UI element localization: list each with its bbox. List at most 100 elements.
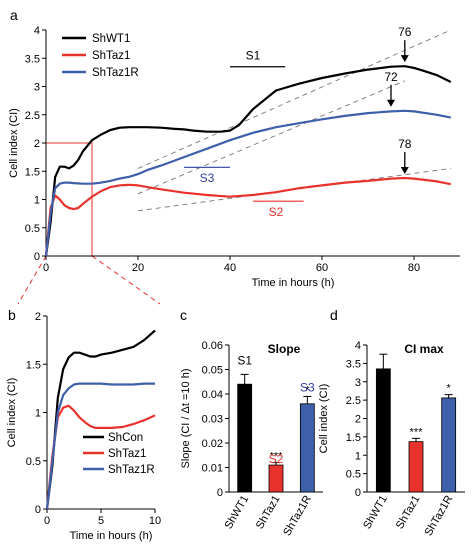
a-annotation-label: 76 — [398, 25, 412, 39]
b-legend-label: ShCon — [108, 432, 143, 444]
panel-label-b: b — [8, 307, 16, 323]
d-significance-mark: *** — [410, 426, 424, 438]
d-bar-shtaz1r — [441, 397, 457, 493]
c-category-label: ShTaz1R — [281, 493, 314, 538]
b-y-axis-label: Cell index (CI) — [6, 378, 18, 448]
d-category-label: ShTaz1R — [423, 493, 456, 538]
panel-d-chart: 0 0.5 1 1.5 2 2.5 3 3.5 4 CI max Cell index (CI) Sh… — [318, 340, 465, 538]
d-y-axis-label: Cell index (CI) — [318, 384, 330, 454]
d-y-tick-label: 2.5 — [346, 395, 361, 407]
zoom-connector-left — [17, 255, 47, 305]
a-y-tick-label: 0 — [34, 251, 40, 263]
a-y-tick-label: 1.5 — [25, 166, 40, 178]
d-y-tick-label: 1 — [355, 450, 361, 462]
a-legend-label: ShTaz1 — [92, 50, 130, 62]
a-legend-label: ShTaz1R — [92, 67, 139, 79]
d-category-label: ShWT1 — [361, 494, 390, 532]
a-segment-label-s3: S3 — [200, 171, 215, 185]
guide-line — [137, 80, 405, 195]
c-significance-mark: *** — [270, 451, 284, 463]
a-x-tick-label: 80 — [408, 262, 420, 274]
c-y-tick-label: 0.06 — [202, 340, 223, 352]
b-legend-label: ShTaz1R — [108, 464, 155, 476]
a-x-tick-label: 0 — [43, 262, 49, 274]
b-y-tick-label: 0.5 — [26, 456, 41, 468]
b-x-tick-label: 5 — [98, 515, 104, 527]
c-y-tick-label: 0.05 — [202, 365, 223, 377]
c-chart-title: Slope — [268, 342, 301, 356]
c-significance-mark: * — [305, 384, 310, 396]
c-bar-label-s1: S1 — [237, 354, 252, 368]
guide-line — [137, 29, 451, 169]
a-x-axis-label: Time in hours (h) — [252, 277, 335, 289]
a-y-tick-label: 1 — [34, 195, 40, 207]
panel-c-chart: 0 0.01 0.02 0.03 0.04 0.05 0.06 Slope Slope (CI … — [180, 340, 323, 538]
b-series-line-shtaz1r — [45, 382, 155, 510]
a-y-tick-label: 0.5 — [25, 223, 40, 235]
a-series-line-shtaz1 — [44, 176, 452, 257]
a-y-tick-label: 4 — [34, 25, 40, 37]
a-y-tick-label: 3 — [34, 82, 40, 94]
a-arrow-head — [400, 55, 409, 63]
d-y-tick-label: 0 — [355, 487, 361, 499]
c-y-tick-label: 0.03 — [202, 414, 223, 426]
c-y-axis-label: Slope (CI / Δt =10 h) — [180, 369, 192, 469]
panel-label-c: c — [180, 307, 187, 323]
a-annotation-label: 78 — [398, 137, 412, 151]
d-y-tick-label: 3.5 — [346, 358, 361, 370]
a-arrow-head — [400, 167, 409, 175]
a-y-tick-label: 3.5 — [25, 53, 40, 65]
d-chart-title: CI max — [404, 342, 444, 356]
c-category-label: ShWT1 — [223, 494, 252, 532]
b-x-axis-label: Time in hours (h) — [70, 530, 153, 542]
a-y-axis-label: Cell index (CI) — [8, 108, 20, 178]
d-significance-mark: * — [447, 383, 452, 395]
c-bar-label-s2: S2 — [269, 452, 284, 466]
a-series-line-shtaz1r — [44, 109, 452, 257]
d-y-tick-label: 0.5 — [346, 469, 361, 481]
b-y-tick-label: 0 — [35, 504, 41, 516]
c-y-tick-label: 0.01 — [202, 463, 223, 475]
d-y-tick-label: 3 — [355, 377, 361, 389]
zoom-connector-right — [91, 255, 161, 305]
b-x-tick-label: 0 — [44, 515, 50, 527]
d-y-tick-label: 1.5 — [346, 432, 361, 444]
a-x-tick-label: 40 — [224, 262, 236, 274]
a-series-line-shwt1 — [44, 65, 452, 257]
b-y-tick-label: 2 — [35, 311, 41, 323]
c-bar-shtaz1 — [268, 464, 284, 493]
b-x-tick-label: 10 — [149, 515, 161, 527]
a-y-tick-label: 2.5 — [25, 110, 40, 122]
c-y-tick-label: 0.02 — [202, 438, 223, 450]
d-category-label: ShTaz1 — [394, 494, 423, 532]
c-y-tick-label: 0 — [217, 487, 223, 499]
a-segment-label-s2: S2 — [269, 205, 284, 219]
b-legend-label: ShTaz1 — [108, 448, 146, 460]
d-y-tick-label: 4 — [355, 340, 361, 352]
panel-label-d: d — [330, 307, 338, 323]
b-y-tick-label: 1 — [35, 408, 41, 420]
c-y-tick-label: 0.04 — [202, 389, 223, 401]
panel-label-a: a — [10, 7, 18, 23]
c-bar-shtaz1r — [299, 403, 315, 493]
panel-b-chart: 0 0.5 1 1.5 2 0 5 10 Cell index (CI) Time in hour… — [6, 311, 161, 542]
d-bar-shtaz1 — [408, 441, 424, 493]
c-bar-shwt1 — [237, 383, 253, 493]
zoom-box — [46, 142, 93, 256]
a-segment-label-s1: S1 — [246, 48, 261, 62]
a-x-tick-label: 60 — [316, 262, 328, 274]
a-annotation-label: 72 — [384, 70, 398, 84]
b-series-line-shtaz1 — [45, 404, 156, 510]
d-bar-shwt1 — [375, 368, 391, 493]
b-y-tick-label: 1.5 — [26, 359, 41, 371]
a-x-tick-label: 20 — [132, 262, 144, 274]
a-arrow-head — [387, 99, 395, 107]
a-y-tick-label: 2 — [34, 138, 40, 150]
b-series-line-shcon — [45, 329, 156, 510]
c-category-label: ShTaz1 — [254, 494, 283, 532]
a-legend-label: ShWT1 — [92, 33, 130, 45]
c-bar-label-s3: S3 — [300, 381, 315, 395]
d-y-tick-label: 2 — [355, 414, 361, 426]
